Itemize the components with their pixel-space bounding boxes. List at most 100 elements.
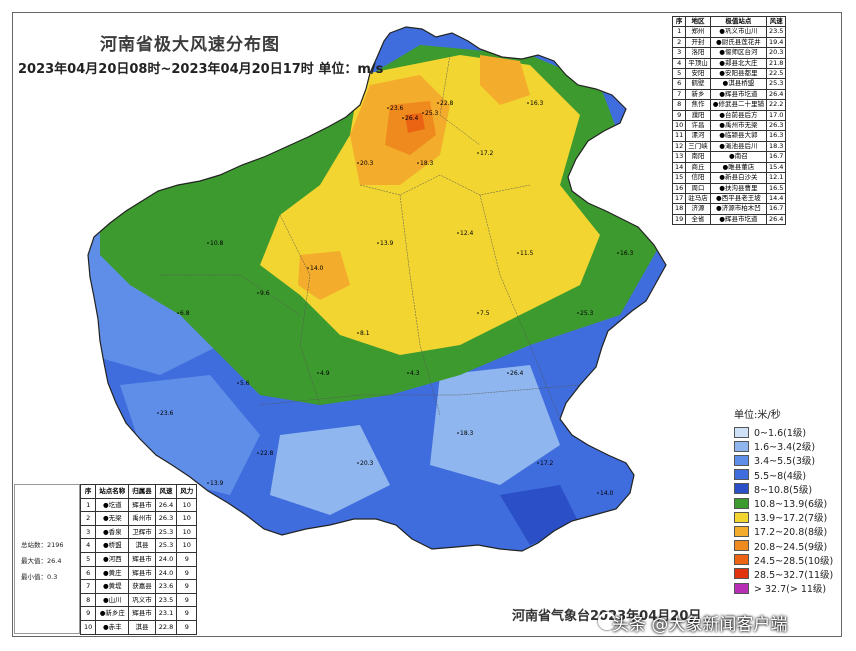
station-dot — [457, 432, 459, 434]
legend-item: 28.5~32.7(11级) — [734, 567, 844, 581]
station-table-cell: 巩义市 — [128, 592, 156, 608]
city-table-row: 8 焦作 ●修武县二十里铺 22.2 — [671, 99, 787, 111]
station-table-header-cell: 站点名称 — [95, 484, 130, 499]
station-table-cell: 22.8 — [154, 619, 178, 635]
station-value-label: 17.2 — [480, 150, 494, 157]
city-table-header: 序地区 极值站点 风速 — [671, 15, 787, 28]
station-dot — [437, 102, 439, 104]
station-table-row: 4 ●桥盟 淇县 25.3 10 — [79, 538, 198, 553]
city-table-body: 1 郑州 ●巩义市山川 23.5 2 开封 ●尉氏县莲花井 19.4 3 洛阳 ●偃师区台河 20.3… — [671, 26, 787, 226]
station-table-cell: 4 — [79, 538, 97, 553]
city-table-cell: ●修武县二十里铺 — [709, 99, 767, 111]
legend-swatch — [734, 540, 749, 552]
city-table-header-cell: 风速 — [765, 15, 787, 28]
city-table-cell: 16.7 — [765, 203, 787, 215]
station-table-cell: 3 — [79, 524, 97, 540]
station-value-label: 20.3 — [360, 160, 374, 167]
city-table-cell: 19 — [671, 213, 687, 226]
station-value-label: 8.1 — [360, 330, 370, 337]
station-dot — [317, 372, 319, 374]
station-value-label: 14.0 — [310, 265, 324, 272]
station-value-label: 5.6 — [240, 380, 250, 387]
station-table-row: 2 ●无梁 禹州市 26.3 10 — [79, 511, 198, 526]
city-table-cell: 25.3 — [765, 78, 787, 90]
station-dot — [402, 117, 404, 119]
station-value-label: 20.3 — [360, 460, 374, 467]
city-table-cell: 6 — [671, 78, 687, 90]
legend: 单位:米/秒 0~1.6(1级) 1.6~3.4(2级) 3.4~5.5(3级) 5.… — [734, 406, 844, 595]
station-table-cell: 25.3 — [154, 524, 178, 540]
stats-box: 总站数：2196 最大值：26.4 最小值：0.3 — [14, 484, 80, 634]
station-table-cell: 9 — [79, 606, 97, 621]
city-table-cell: 5 — [671, 68, 687, 80]
city-table-cell: ●巩义市山川 — [709, 26, 767, 38]
station-dot — [157, 412, 159, 414]
station-table-cell: 5 — [79, 551, 97, 567]
station-dot — [257, 452, 259, 454]
station-dot — [477, 312, 479, 314]
station-dot — [477, 152, 479, 154]
station-value-label: 13.9 — [210, 480, 224, 487]
legend-swatch — [734, 440, 749, 452]
station-table-cell: 8 — [79, 592, 97, 608]
city-table-cell: 鹤壁 — [685, 78, 711, 90]
legend-item: 5.5~8(4级) — [734, 468, 844, 482]
city-table-cell: 商丘 — [685, 161, 711, 174]
city-table-cell: ●淇县桥盟 — [709, 78, 767, 90]
map-title: 河南省极大风速分布图 — [100, 35, 280, 55]
station-value-label: 9.6 — [260, 290, 270, 297]
city-table-cell: 14 — [671, 161, 687, 174]
city-table-cell: 漯河 — [685, 130, 711, 142]
station-value-label: 17.2 — [540, 460, 554, 467]
city-table-row: 4 平顶山 ●郏县北大庄 21.8 — [671, 57, 787, 70]
legend-swatch — [734, 554, 749, 566]
station-value-label: 22.8 — [260, 450, 274, 457]
station-table-row: 1 ●圪道 辉县市 26.4 10 — [79, 497, 198, 513]
station-table-cell: 25.3 — [154, 538, 178, 553]
station-table-row: 3 ●香泉 卫辉市 25.3 10 — [79, 524, 198, 540]
legend-swatch — [734, 454, 749, 466]
station-table-cell: 10 — [176, 538, 198, 553]
station-dot — [617, 252, 619, 254]
station-table-cell: 10 — [176, 497, 198, 513]
station-table-cell: 24.0 — [154, 565, 178, 581]
legend-item: 3.4~5.5(3级) — [734, 453, 844, 467]
city-table-cell: 开封 — [685, 36, 711, 49]
city-table-cell: 1 — [671, 26, 687, 38]
station-value-label: 13.9 — [380, 240, 394, 247]
wind-speed-map: 26.4 25.3 23.6 22.8 20.3 18.3 17.2 16.3 14.0 13.9… — [87, 26, 667, 552]
city-table-row: 19 全省 ●辉县市圪道 26.4 — [671, 213, 787, 226]
legend-item: 10.8~13.9(6级) — [734, 496, 844, 510]
legend-items: 0~1.6(1级) 1.6~3.4(2级) 3.4~5.5(3级) 5.5~8(4级)… — [734, 425, 844, 595]
station-table-cell: 淇县 — [128, 538, 156, 553]
city-boundaries — [160, 54, 581, 420]
station-table-cell: ●黄堤 — [95, 579, 130, 594]
station-table-cell: 卫辉市 — [128, 524, 156, 540]
station-table-cell: ●黄庄 — [95, 565, 130, 581]
city-table-cell: 19.4 — [765, 36, 787, 49]
station-table-cell: 9 — [176, 606, 198, 621]
station-table-row: 6 ●黄庄 辉县市 24.0 9 — [79, 565, 198, 581]
city-table-cell: 22.2 — [765, 99, 787, 111]
legend-label: 0~1.6(1级) — [754, 428, 807, 440]
legend-swatch — [734, 511, 749, 523]
station-value-label: 16.3 — [530, 100, 544, 107]
city-table-row: 18 济源 ●济源市柏木凹 16.7 — [671, 203, 787, 215]
legend-label: 3.4~5.5(3级) — [754, 456, 816, 468]
legend-label: 8~10.8(5级) — [754, 484, 813, 496]
station-table-cell: 辉县市 — [128, 497, 156, 513]
station-table-cell: 2 — [79, 511, 97, 526]
zone-level8-anyang — [480, 55, 530, 105]
city-table-cell: ●西平县老王坡 — [709, 192, 767, 205]
city-table-cell: 南阳 — [685, 151, 711, 163]
map-frame — [12, 12, 842, 637]
city-table-cell: 8 — [671, 99, 687, 111]
station-table-cell: 9 — [176, 592, 198, 608]
city-table-cell: 21.8 — [765, 57, 787, 70]
legend-item: 13.9~17.2(7级) — [734, 510, 844, 524]
city-table-cell: 三门峡 — [685, 140, 711, 153]
legend-swatch — [734, 483, 749, 495]
city-table-row: 11 漯河 ●临颍县大郭 16.3 — [671, 130, 787, 142]
station-table-cell: ●桥盟 — [95, 538, 130, 553]
station-dot — [457, 232, 459, 234]
